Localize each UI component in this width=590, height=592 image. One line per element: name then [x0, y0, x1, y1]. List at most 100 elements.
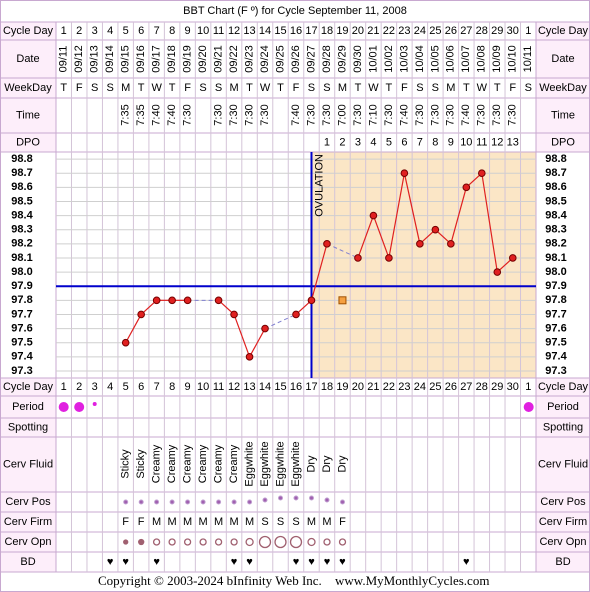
time: 7:30: [182, 104, 194, 125]
cerv-fluid: Dry: [305, 455, 317, 473]
weekday: T: [355, 82, 362, 94]
temp-point: [508, 254, 517, 262]
cycle-day: 1: [61, 381, 67, 393]
y-tick-label: 98.0: [11, 266, 32, 278]
cycle-day: 5: [123, 381, 129, 393]
weekday: F: [76, 82, 83, 94]
row-label: Cerv Fluid: [538, 458, 588, 470]
weekday: S: [323, 82, 330, 94]
cerv-firm: M: [152, 516, 161, 528]
cycle-day: 21: [367, 381, 379, 393]
time: 7:40: [460, 104, 472, 125]
cycle-day: 26: [445, 381, 457, 393]
y-tick-label: 98.6: [545, 181, 566, 193]
weekday: W: [260, 82, 271, 94]
date: 10/08: [476, 45, 488, 73]
dpo: 9: [448, 136, 454, 148]
weekday: T: [386, 82, 393, 94]
bd-heart: ♥: [122, 556, 129, 568]
temp-gap-line: [264, 313, 297, 330]
temp-point: [137, 310, 145, 319]
y-tick-label: 98.5: [11, 195, 32, 207]
cycle-day: 27: [460, 25, 472, 37]
cerv-pos: [169, 499, 175, 505]
time: 7:30: [491, 104, 503, 125]
y-tick-label: 98.5: [545, 195, 566, 207]
cerv-pos: [231, 499, 237, 505]
date: 09/12: [73, 45, 85, 73]
period-marks: [58, 402, 534, 412]
date: 10/06: [445, 45, 457, 73]
cerv-opn: [183, 538, 192, 546]
period-dot: [523, 402, 534, 412]
y-tick-label: 97.9: [545, 280, 566, 292]
y-tick-label: 97.8: [11, 294, 32, 306]
cycle-day: 30: [507, 25, 519, 37]
dpo: 3: [355, 136, 361, 148]
date: 09/18: [166, 45, 178, 73]
luteal-phase: [311, 152, 536, 378]
cerv-firm: M: [245, 516, 254, 528]
time: 7:35: [120, 104, 132, 125]
cerv-pos: [340, 499, 345, 505]
cerv-pos: [185, 499, 191, 505]
y-tick-label: 98.1: [545, 252, 566, 264]
weekday: M: [121, 82, 130, 94]
row-label: Cycle Day: [3, 381, 54, 393]
temp-line: [481, 173, 498, 273]
cerv-firm: S: [261, 516, 268, 528]
date: 09/30: [352, 45, 364, 73]
cerv-opn-marks: [123, 535, 347, 549]
weekday: T: [463, 82, 470, 94]
cycle-day: 12: [228, 381, 240, 393]
date: 09/24: [259, 45, 271, 73]
y-tick-label: 97.6: [545, 322, 566, 334]
row-label: Date: [16, 53, 39, 65]
weekday: T: [60, 82, 67, 94]
cycle-day: 2: [76, 381, 82, 393]
date: 09/15: [120, 45, 132, 73]
cerv-fluid: Creamy: [182, 444, 194, 483]
y-tick-label: 97.7: [11, 308, 32, 320]
cycle-day: 1: [525, 381, 531, 393]
time: 7:40: [166, 104, 178, 125]
y-tick-label: 97.5: [545, 337, 566, 349]
cycle-day: 4: [107, 25, 113, 37]
cerv-firm: S: [292, 516, 299, 528]
cerv-pos: [309, 495, 314, 501]
row-label: Spotting: [8, 421, 48, 433]
date: 09/14: [104, 45, 116, 73]
cerv-firm: M: [229, 516, 238, 528]
cerv-fluid: Creamy: [228, 444, 240, 483]
temp-label-column: [536, 152, 590, 378]
row-label: BD: [555, 556, 570, 568]
cerv-opn: [123, 539, 129, 545]
temp-line: [310, 243, 328, 301]
row-label: Period: [12, 401, 44, 413]
y-tick-label: 97.3: [11, 365, 32, 377]
cycle-day: 20: [352, 25, 364, 37]
temp-point: [416, 240, 424, 248]
cycle-day: 27: [460, 381, 472, 393]
weekday: W: [477, 82, 488, 94]
temp-point: [447, 240, 455, 248]
cycle-day: 6: [138, 381, 144, 393]
dpo: 2: [339, 136, 345, 148]
time: 7:40: [398, 104, 410, 125]
cerv-pos: [200, 499, 206, 505]
time: 7:30: [305, 104, 317, 125]
cerv-pos-marks: [123, 495, 345, 505]
bd-heart: ♥: [463, 556, 470, 568]
temp-point: [183, 296, 192, 305]
date: 10/10: [507, 45, 519, 73]
weekday: S: [91, 82, 98, 94]
cycle-day: 1: [61, 25, 67, 37]
cerv-opn: [245, 537, 254, 547]
cycle-day: 19: [336, 381, 348, 393]
bd-heart: ♥: [308, 556, 315, 568]
row-label: Cerv Pos: [540, 496, 586, 508]
cerv-pos: [216, 499, 222, 505]
period-dot: [74, 402, 85, 412]
date: 10/07: [460, 45, 472, 73]
y-tick-label: 97.9: [11, 280, 32, 292]
